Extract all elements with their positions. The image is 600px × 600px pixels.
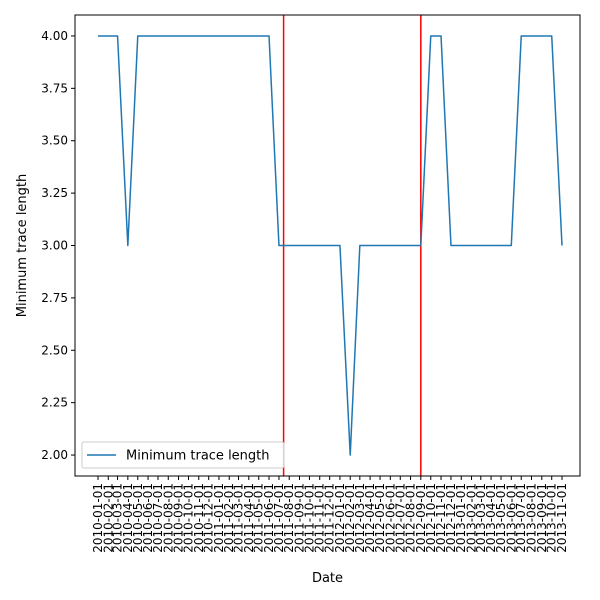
x-tick-label: 2013-11-01 bbox=[555, 483, 569, 553]
series-line-1 bbox=[98, 35, 563, 456]
x-tick-label: 2010-11-01 bbox=[192, 483, 206, 553]
x-tick-label: 2012-05-01 bbox=[373, 483, 387, 553]
x-tick-label: 2012-03-01 bbox=[353, 483, 367, 553]
y-tick-label: 2.75 bbox=[41, 291, 68, 305]
x-tick-label: 2012-01-01 bbox=[333, 483, 347, 553]
x-tick-label: 2013-05-01 bbox=[494, 483, 508, 553]
x-tick-label: 2011-02-01 bbox=[222, 483, 236, 553]
x-tick-label: 2011-09-01 bbox=[293, 483, 307, 553]
x-tick-label: 2010-10-01 bbox=[181, 483, 195, 553]
x-tick-label: 2012-08-01 bbox=[404, 483, 418, 553]
legend: Minimum trace length bbox=[81, 441, 285, 469]
x-tick-label: 2011-04-01 bbox=[242, 483, 256, 553]
x-tick-label: 2011-03-01 bbox=[232, 483, 246, 553]
y-axis-label: Minimum trace length bbox=[15, 174, 30, 318]
x-tick-label: 2012-09-01 bbox=[414, 483, 428, 553]
x-tick-label: 2012-04-01 bbox=[363, 483, 377, 553]
y-tick-label: 3.00 bbox=[41, 239, 68, 253]
x-tick-label: 2011-05-01 bbox=[252, 483, 266, 553]
y-tick-label: 3.25 bbox=[41, 186, 68, 200]
x-tick-label: 2012-10-01 bbox=[424, 483, 438, 553]
x-tick-label: 2013-09-01 bbox=[535, 483, 549, 553]
x-tick-label: 2012-02-01 bbox=[343, 483, 357, 553]
x-axis: 2010-01-012010-02-012010-03-012010-04-01… bbox=[91, 476, 569, 553]
x-tick-label: 2010-02-01 bbox=[101, 483, 115, 553]
y-tick-label: 4.00 bbox=[41, 29, 68, 43]
series-layer bbox=[98, 35, 563, 456]
x-tick-label: 2013-10-01 bbox=[545, 483, 559, 553]
x-tick-label: 2013-04-01 bbox=[484, 483, 498, 553]
x-tick-label: 2010-08-01 bbox=[161, 483, 175, 553]
x-tick-label: 2010-03-01 bbox=[111, 483, 125, 553]
x-tick-label: 2010-12-01 bbox=[202, 483, 216, 553]
x-tick-label: 2013-08-01 bbox=[525, 483, 539, 553]
x-tick-label: 2013-01-01 bbox=[454, 483, 468, 553]
y-tick-label: 2.25 bbox=[41, 396, 68, 410]
x-tick-label: 2011-06-01 bbox=[262, 483, 276, 553]
x-tick-label: 2013-03-01 bbox=[474, 483, 488, 553]
x-tick-label: 2011-01-01 bbox=[212, 483, 226, 553]
x-tick-label: 2013-07-01 bbox=[514, 483, 528, 553]
x-tick-label: 2011-12-01 bbox=[323, 483, 337, 553]
x-tick-label: 2010-09-01 bbox=[172, 483, 186, 553]
legend-entry-label: Minimum trace length bbox=[126, 449, 270, 464]
y-tick-label: 3.75 bbox=[41, 81, 68, 95]
x-tick-label: 2013-06-01 bbox=[504, 483, 518, 553]
x-tick-label: 2011-10-01 bbox=[302, 483, 316, 553]
y-axis: 2.00 2.25 2.50 2.75 3.00 3.25 3.50 3.75 4.00 bbox=[41, 29, 75, 462]
x-tick-label: 2010-06-01 bbox=[141, 483, 155, 553]
x-tick-label: 2013-02-01 bbox=[465, 483, 479, 553]
x-tick-label: 2011-08-01 bbox=[282, 483, 296, 553]
x-tick-label: 2012-11-01 bbox=[434, 483, 448, 553]
x-tick-label: 2011-07-01 bbox=[272, 483, 286, 553]
x-tick-label: 2010-01-01 bbox=[91, 483, 105, 553]
x-tick-label: 2012-12-01 bbox=[444, 483, 458, 553]
x-tick-label: 2012-06-01 bbox=[383, 483, 397, 553]
x-tick-label: 2010-07-01 bbox=[151, 483, 165, 553]
x-axis-label: Date bbox=[312, 571, 343, 586]
x-tick-label: 2011-11-01 bbox=[313, 483, 327, 553]
y-tick-label: 3.50 bbox=[41, 134, 68, 148]
y-tick-label: 2.00 bbox=[41, 448, 68, 462]
x-tick-label: 2010-05-01 bbox=[131, 483, 145, 553]
x-tick-label: 2012-07-01 bbox=[393, 483, 407, 553]
legend-box bbox=[81, 441, 285, 469]
y-tick-label: 2.50 bbox=[41, 343, 68, 357]
x-tick-label: 2010-04-01 bbox=[121, 483, 135, 553]
